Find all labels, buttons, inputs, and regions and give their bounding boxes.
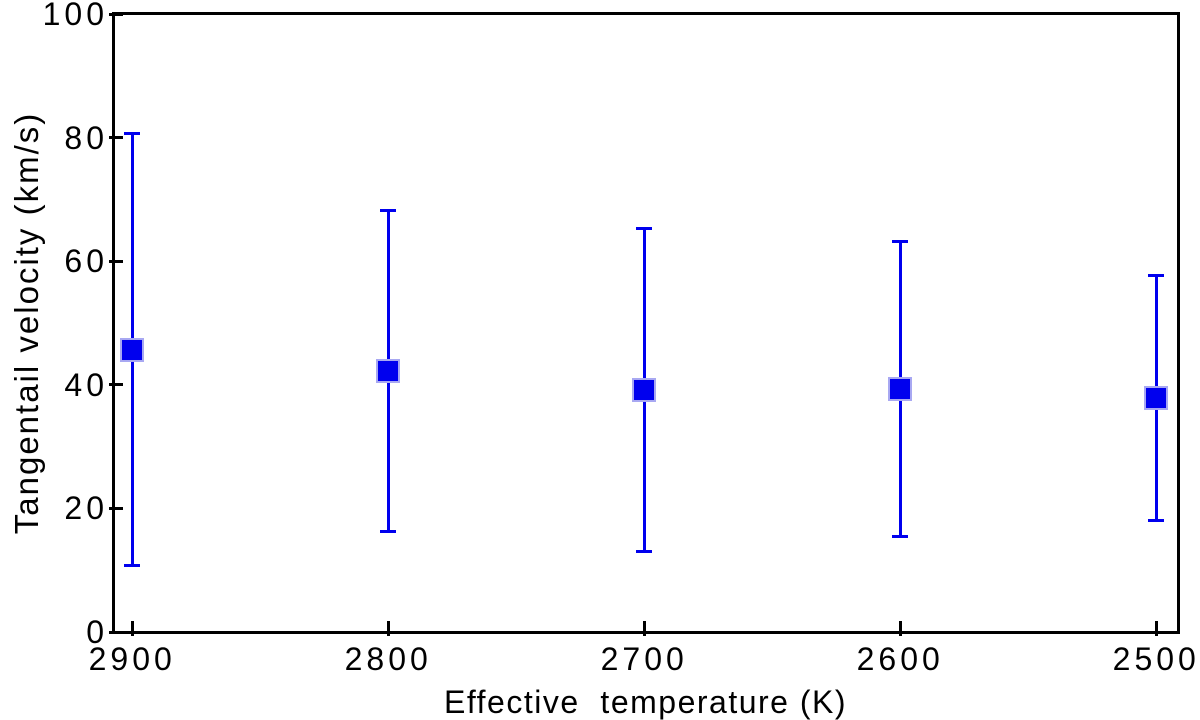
error-bar-cap-top <box>380 209 397 213</box>
y-tick-label: 40 <box>64 366 108 403</box>
error-bar-cap-top <box>124 131 141 135</box>
y-tick-label: 20 <box>64 490 108 527</box>
x-tick-label: 2500 <box>1112 641 1200 677</box>
x-tick-label: 2800 <box>344 641 432 677</box>
y-tick-label: 80 <box>64 119 108 156</box>
error-bar-cap-bottom <box>636 549 653 553</box>
x-tick <box>130 621 134 636</box>
x-tick-label: 2600 <box>856 641 944 677</box>
x-tick-label: 2900 <box>88 641 176 677</box>
error-bar-cap-bottom <box>892 535 909 539</box>
x-axis-label: Effective temperature (K) <box>444 684 847 720</box>
error-bar-cap-bottom <box>1148 519 1165 523</box>
error-bar-cap-top <box>892 239 909 243</box>
y-tick <box>109 259 123 263</box>
y-tick-label: 60 <box>64 243 108 280</box>
y-tick <box>109 506 123 510</box>
y-tick-label: 100 <box>42 0 108 32</box>
plot-area-frame <box>111 12 1180 634</box>
y-tick <box>109 136 123 140</box>
data-point-marker <box>120 337 145 362</box>
data-point-marker <box>376 358 401 383</box>
x-tick-label: 2700 <box>600 641 688 677</box>
x-tick <box>898 621 902 636</box>
data-point-marker <box>888 376 913 401</box>
y-tick-label: 0 <box>86 614 108 650</box>
error-bar-cap-top <box>636 226 653 230</box>
data-point-marker <box>1144 385 1169 410</box>
y-axis-label: Tangentail velocity (km/s) <box>8 111 45 535</box>
x-tick <box>386 621 390 636</box>
error-bar-cap-top <box>1148 273 1165 277</box>
error-bar-cap-bottom <box>380 530 397 534</box>
x-tick <box>1154 621 1158 636</box>
error-bar-cap-bottom <box>124 563 141 567</box>
y-tick <box>109 12 123 16</box>
x-tick <box>642 621 646 636</box>
data-point-marker <box>632 378 657 403</box>
y-tick <box>109 383 123 387</box>
y-tick <box>109 630 123 634</box>
